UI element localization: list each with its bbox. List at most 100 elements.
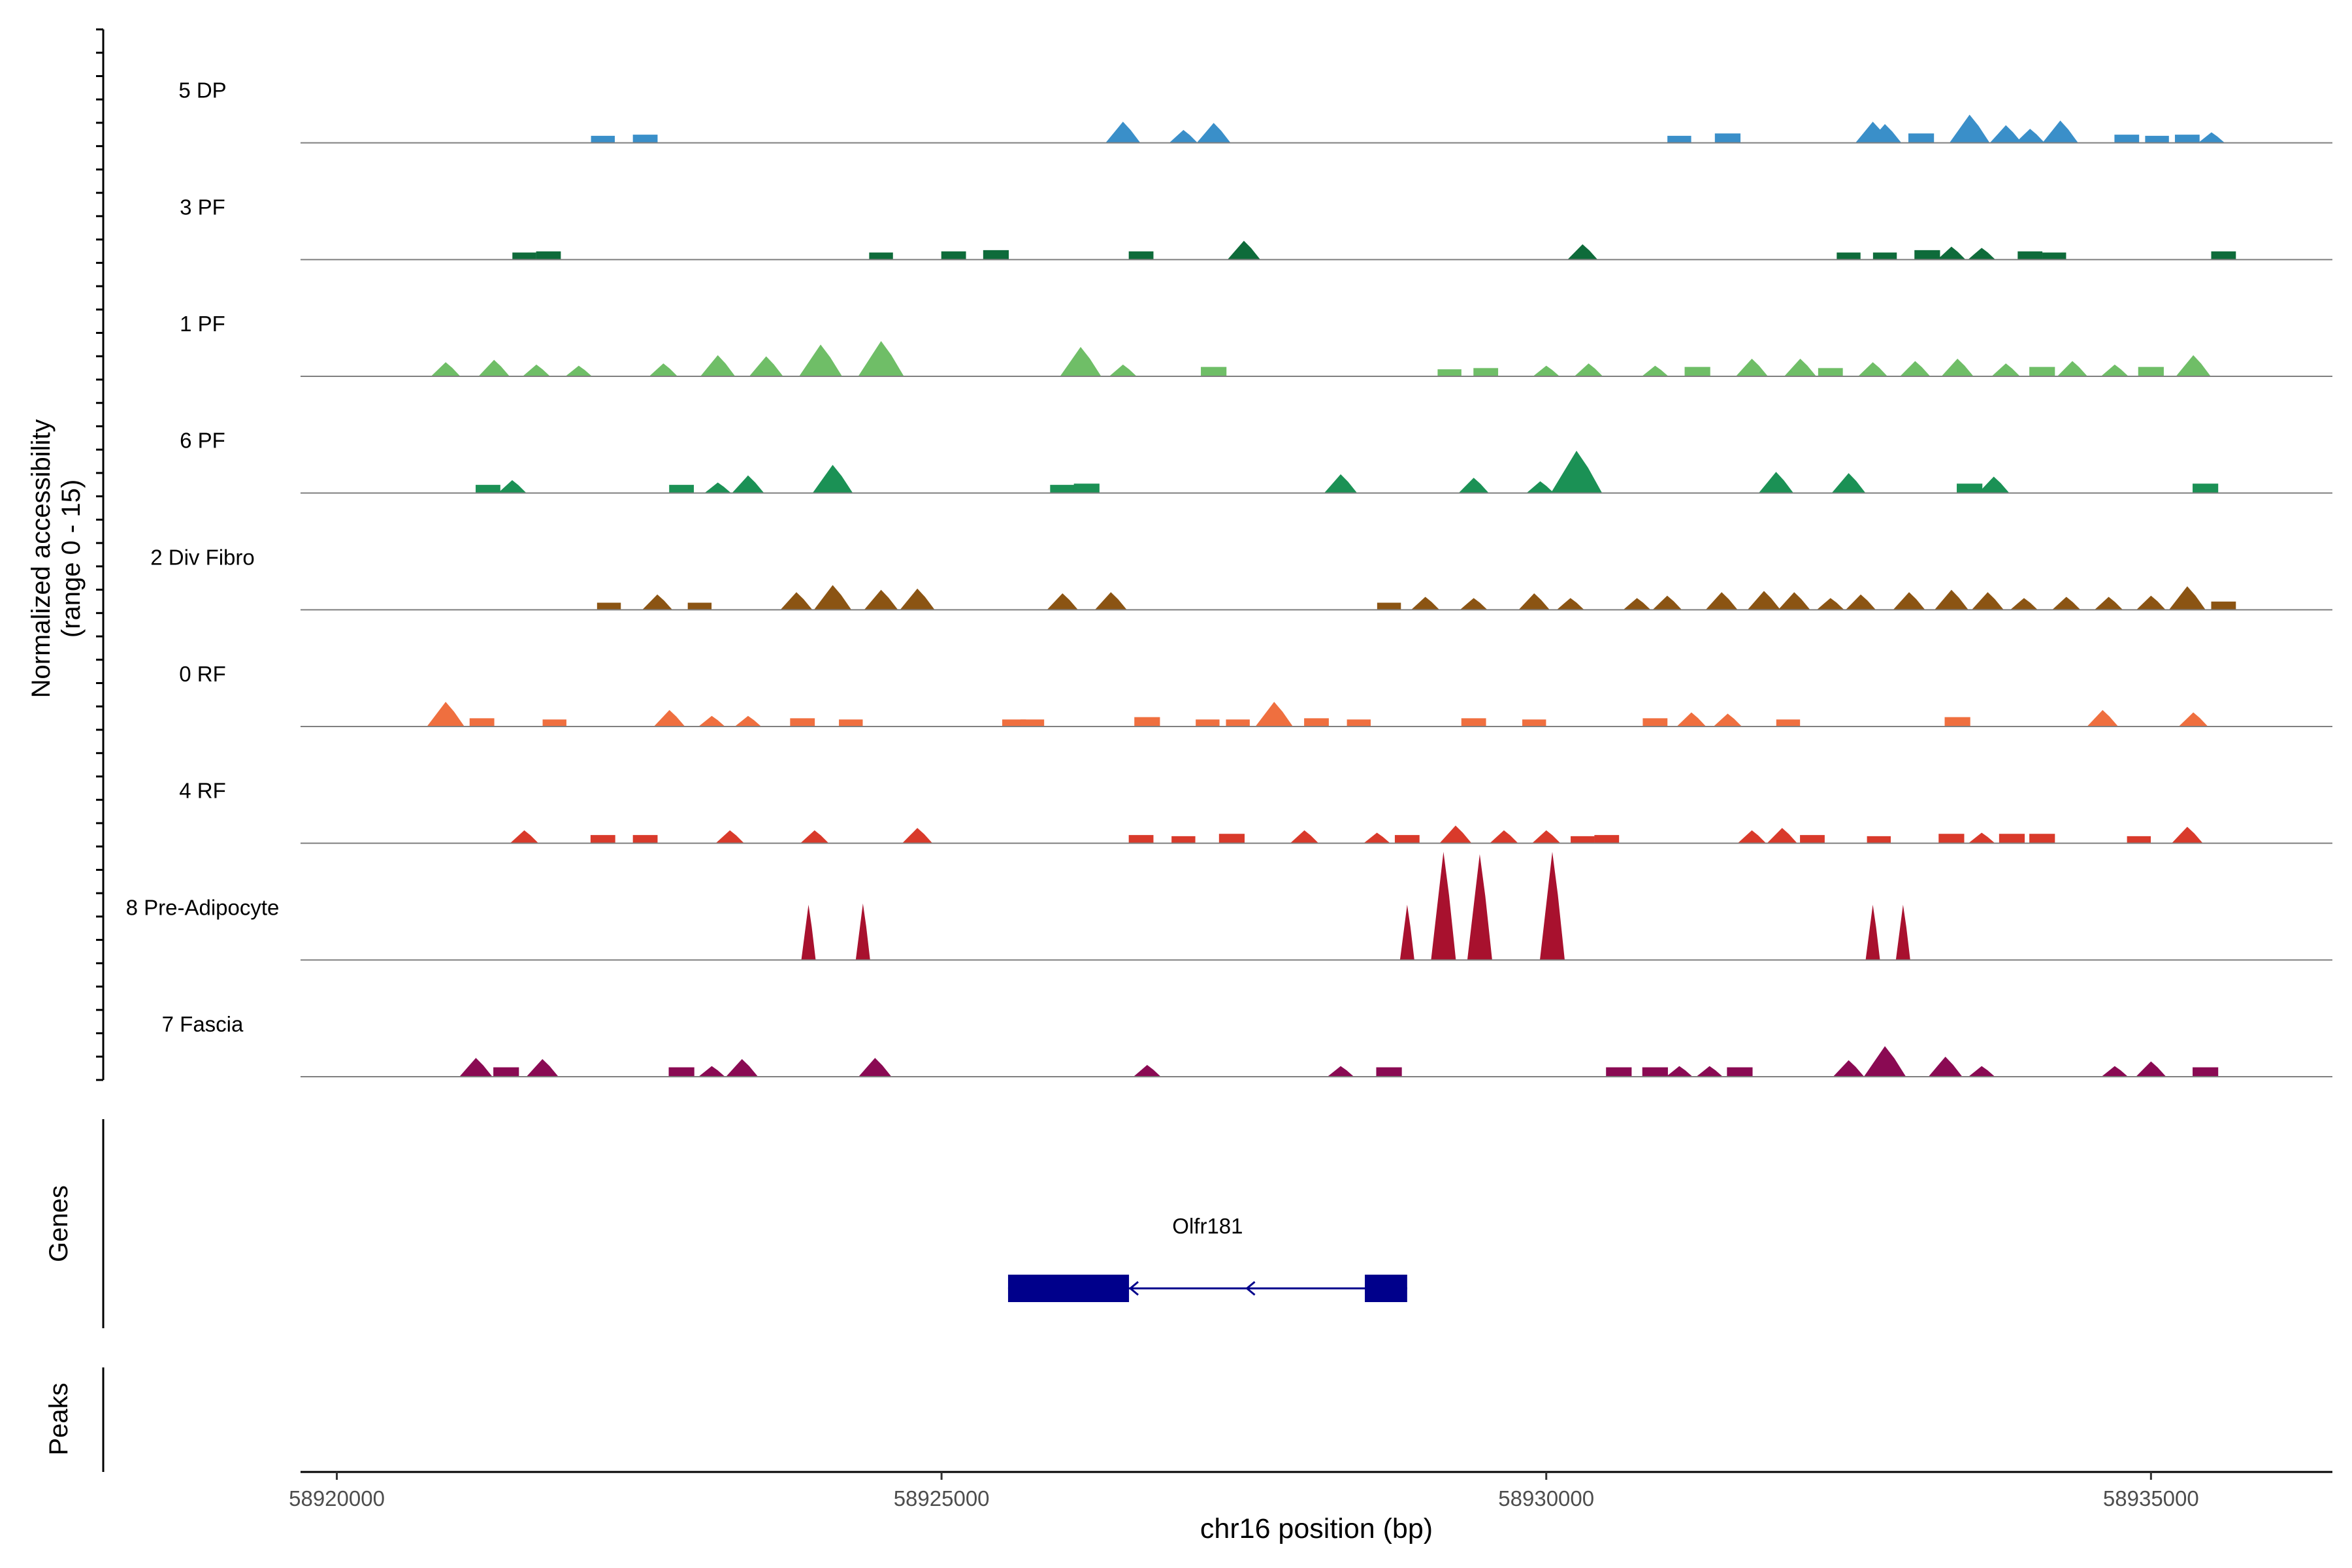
coverage-peak	[512, 252, 536, 260]
coverage-peak	[1949, 114, 1990, 143]
coverage-peak	[1944, 717, 1970, 727]
coverage-peak	[1490, 830, 1518, 843]
coverage-peak	[1550, 450, 1603, 493]
coverage-peak	[668, 1067, 694, 1077]
track-label: 3 PF	[180, 195, 225, 219]
coverage-peak	[1968, 832, 1995, 843]
coverage-peak	[749, 356, 783, 376]
coverage-peak	[1571, 836, 1595, 843]
coverage-peak	[790, 718, 815, 727]
coverage-peak	[1539, 851, 1565, 960]
x-tick-label: 58920000	[289, 1486, 385, 1511]
coverage-peak	[902, 828, 933, 843]
coverage-peak	[1667, 135, 1691, 143]
coverage-peak	[526, 1059, 559, 1077]
coverage-peak	[1460, 598, 1488, 610]
coverage-peak	[1060, 347, 1102, 376]
coverage-peak	[1863, 1046, 1906, 1077]
coverage-peak	[1169, 129, 1198, 143]
coverage-peak	[1747, 591, 1781, 610]
coverage-peak	[1666, 1066, 1693, 1077]
coverage-peak	[642, 594, 673, 610]
coverage-peak	[1957, 483, 1983, 493]
coverage-peak	[734, 715, 762, 727]
coverage-peak	[1684, 367, 1710, 376]
coverage-peak	[1872, 252, 1897, 260]
gene-exon	[1365, 1275, 1407, 1302]
coverage-peak	[632, 135, 658, 143]
coverage-peak	[869, 252, 893, 260]
coverage-peak	[1652, 595, 1682, 610]
coverage-peak	[1196, 719, 1220, 727]
coverage-peak	[1713, 713, 1742, 727]
coverage-peak	[1411, 596, 1440, 610]
coverage-peak	[900, 588, 935, 610]
coverage-peak	[1567, 244, 1598, 260]
coverage-peak	[1991, 363, 2020, 376]
coverage-peak	[2193, 1067, 2219, 1077]
coverage-peak	[1623, 598, 1651, 610]
gene-exon	[1007, 1275, 1130, 1302]
track-2-div-fibro: 2 Div Fibro	[150, 545, 2332, 611]
coverage-peak	[1941, 359, 1974, 376]
coverage-peak	[1642, 365, 1669, 376]
coverage-peak	[799, 344, 842, 376]
coverage-peak	[1968, 1066, 1995, 1077]
coverage-peak	[1376, 1067, 1402, 1077]
track-4-rf: 4 RF	[179, 779, 2332, 844]
coverage-peak	[2101, 1066, 2129, 1077]
x-tick-label: 58935000	[2103, 1486, 2199, 1511]
coverage-peak	[1304, 718, 1329, 727]
coverage-peak	[522, 365, 550, 376]
track-6-pf: 6 PF	[180, 429, 2332, 494]
coverage-peak	[493, 1067, 519, 1077]
coverage-peak	[2042, 120, 2078, 143]
coverage-peak	[2172, 826, 2203, 843]
coverage-peak	[1364, 832, 1390, 843]
coverage-peak	[1818, 368, 1843, 376]
coverage-peak	[1324, 474, 1358, 493]
coverage-peak	[1533, 365, 1560, 376]
coverage-peak	[1399, 904, 1414, 960]
tracks-group: 5 DP 3 PF 1 PF 6 PF 2 Div Fibro 0 RF 4 RF 8 Pre…	[126, 78, 2332, 1077]
coverage-peak	[858, 341, 904, 376]
coverage-peak	[2138, 367, 2164, 376]
coverage-peak	[1968, 248, 1996, 260]
coverage-peak	[1816, 598, 1844, 610]
coverage-peak	[649, 363, 678, 376]
strand-arrow	[1245, 1281, 1256, 1296]
coverage-peak	[1893, 592, 1925, 610]
coverage-peak	[855, 903, 870, 960]
track-label: 7 Fascia	[162, 1012, 244, 1036]
track-label: 0 RF	[179, 662, 226, 686]
coverage-peak	[1431, 851, 1456, 960]
coverage-peak	[1518, 593, 1550, 610]
coverage-peak	[1050, 485, 1075, 493]
coverage-peak	[1895, 904, 1910, 960]
coverage-peak	[1226, 719, 1250, 727]
track-8-pre-adipocyte: 8 Pre-Adipocyte	[126, 851, 2332, 961]
coverage-peak	[469, 718, 495, 727]
coverage-peak	[1900, 361, 1931, 376]
coverage-peak	[1458, 478, 1489, 493]
track-0-rf: 0 RF	[179, 662, 2332, 727]
coverage-peak	[1778, 592, 1810, 610]
track-1-pf: 1 PF	[180, 312, 2332, 377]
coverage-peak	[1937, 246, 1966, 260]
coverage-peak	[700, 355, 736, 376]
coverage-peak	[704, 482, 731, 493]
coverage-peak	[542, 719, 566, 727]
coverage-peak	[1394, 835, 1420, 843]
track-label: 4 RF	[179, 779, 226, 803]
coverage-peak	[1532, 830, 1561, 843]
coverage-peak	[1971, 592, 2004, 610]
coverage-peak	[1128, 835, 1154, 843]
x-axis-ticks: 58920000 58925000 58930000 58935000	[289, 1472, 2199, 1511]
coverage-peak	[1867, 836, 1891, 843]
coverage-peak	[1377, 602, 1401, 610]
coverage-peak	[1196, 123, 1231, 143]
coverage-peak	[1467, 854, 1492, 960]
genes-panel-label: Genes	[44, 1185, 73, 1262]
coverage-peak	[801, 904, 816, 960]
coverage-peak	[565, 365, 593, 376]
